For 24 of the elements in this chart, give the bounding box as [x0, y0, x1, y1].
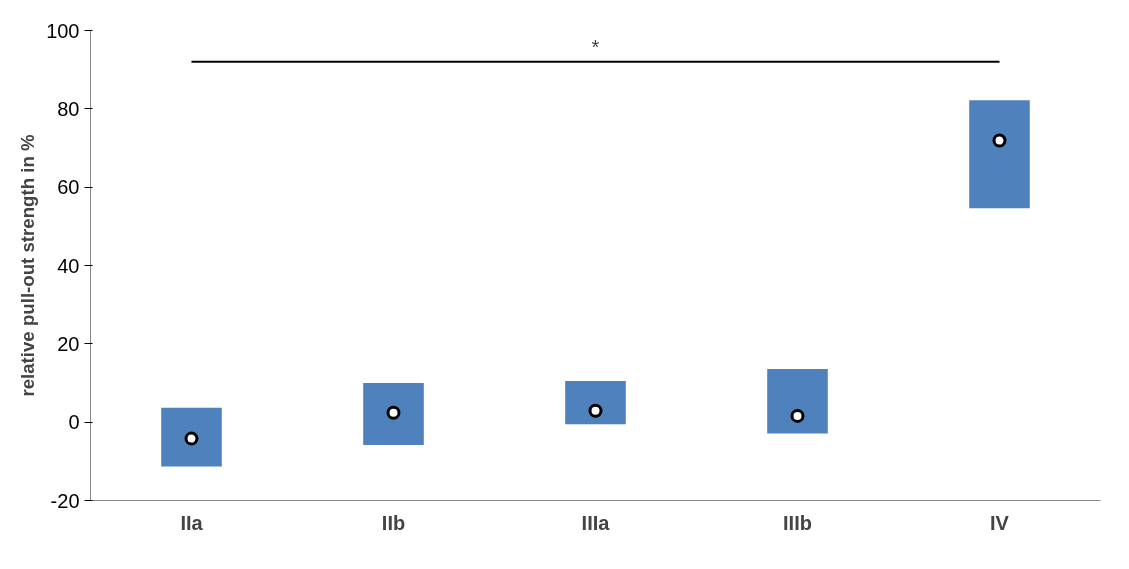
x-tick-label: IIb: [381, 511, 406, 534]
y-tick-label: 80: [57, 97, 80, 120]
point: [790, 408, 805, 423]
y-tick-label: 0: [68, 411, 80, 434]
x-tick-label: IIIb: [783, 511, 812, 534]
bar: [969, 100, 1030, 209]
point: [386, 405, 401, 420]
y-axis-title: relative pull-out strength in %: [17, 133, 39, 397]
bar: [767, 368, 828, 434]
y-tick-label: 20: [57, 332, 80, 355]
x-tick-label: IV: [990, 511, 1010, 534]
point: [992, 133, 1007, 148]
y-tick-label: 40: [57, 254, 80, 277]
y-tick-label: -20: [50, 489, 80, 512]
y-tick-label: 60: [57, 176, 80, 199]
x-tick-label: IIa: [180, 511, 204, 534]
ref-line-label: *: [591, 35, 600, 58]
y-tick-label: 100: [46, 19, 80, 42]
bar: [565, 381, 626, 425]
bar: [363, 383, 424, 445]
x-tick-label: IIIa: [581, 511, 611, 534]
bar: [161, 407, 222, 467]
point: [184, 431, 199, 446]
point: [588, 403, 603, 418]
